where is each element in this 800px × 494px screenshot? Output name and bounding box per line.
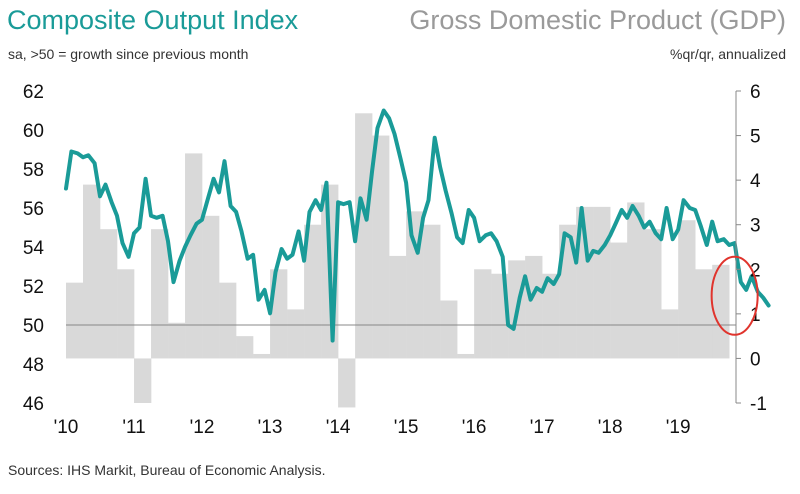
- right-tick-label: 5: [750, 127, 761, 148]
- x-tick-label: '19: [666, 417, 691, 438]
- right-tick-label: 3: [750, 216, 761, 237]
- gdp-bar-2010Q4: [117, 269, 135, 359]
- gdp-bar-2012Q2: [219, 282, 237, 359]
- x-tick-label: '17: [530, 417, 555, 438]
- gdp-bar-2010Q2: [83, 184, 101, 359]
- gdp-bar-2015Q3: [440, 300, 458, 359]
- gdp-bar-2014Q2: [355, 113, 373, 359]
- gdp-bar-2011Q1: [134, 358, 152, 403]
- gdp-bar-2015Q4: [457, 353, 475, 359]
- left-tick-label: 54: [23, 238, 45, 259]
- right-tick-label: 4: [750, 171, 761, 192]
- right-axis-subtitle: %qr/qr, annualized: [670, 46, 786, 62]
- gdp-bar-2012Q1: [202, 215, 220, 359]
- gdp-bar-2017Q3: [576, 206, 594, 359]
- right-tick-label: 6: [750, 82, 761, 103]
- x-tick-label: '10: [54, 417, 79, 438]
- x-tick-label: '11: [122, 417, 145, 438]
- gdp-bar-2017Q4: [593, 206, 611, 359]
- gdp-bar-2011Q3: [168, 322, 186, 359]
- gdp-bar-2018Q1: [610, 242, 628, 359]
- left-tick-label: 50: [23, 316, 44, 337]
- gdp-bar-2019Q1: [678, 220, 696, 359]
- x-tick-label: '18: [598, 417, 623, 438]
- left-tick-label: 46: [23, 394, 44, 415]
- gdp-bar-2012Q3: [236, 336, 254, 359]
- gdp-bar-2010Q3: [100, 229, 118, 359]
- composite-index-line: [64, 108, 771, 343]
- x-tick-label: '13: [258, 417, 283, 438]
- gdp-bar-2017Q1: [542, 273, 560, 359]
- x-axis: '10 '11 '12 '13 '14 '15 '16 '17 '18 '19: [54, 417, 691, 438]
- gdp-bar-2018Q4: [661, 309, 679, 359]
- gdp-bar-2014Q3: [372, 135, 390, 359]
- left-axis: 46 48 50 52 54 56 58 60 62: [23, 82, 45, 415]
- gdp-bar-2014Q4: [389, 255, 407, 359]
- source-note: Sources: IHS Markit, Bureau of Economic …: [8, 462, 326, 478]
- x-tick-label: '16: [462, 417, 487, 438]
- x-tick-label: '14: [326, 417, 351, 438]
- gdp-bar-2010Q1: [66, 282, 84, 359]
- gdp-bar-2012Q4: [253, 353, 271, 359]
- gdp-bars: [66, 113, 730, 408]
- left-axis-subtitle: sa, >50 = growth since previous month: [8, 46, 249, 62]
- gdp-bar-2016Q1: [474, 269, 492, 359]
- gdp-bar-2014Q1: [338, 358, 356, 408]
- gdp-bar-2015Q2: [423, 224, 441, 359]
- left-tick-label: 60: [23, 121, 44, 142]
- gdp-bar-2019Q3: [712, 264, 730, 359]
- x-tick-label: '12: [190, 417, 215, 438]
- right-chart-title: Gross Domestic Product (GDP): [409, 5, 786, 35]
- gdp-bar-2018Q3: [644, 229, 662, 359]
- gdp-bar-2018Q2: [627, 202, 645, 359]
- gdp-bar-2019Q2: [695, 269, 713, 359]
- highlight-circle: [710, 255, 759, 336]
- right-tick-label: 0: [750, 349, 761, 370]
- left-tick-label: 58: [23, 160, 44, 181]
- composite-index-series: [64, 108, 771, 343]
- gdp-bar-2013Q2: [287, 309, 305, 359]
- right-tick-label: -1: [750, 394, 767, 415]
- left-chart-title: Composite Output Index: [7, 5, 299, 35]
- gdp-bar-2016Q4: [525, 255, 543, 359]
- gdp-bar-2011Q4: [185, 153, 203, 359]
- left-tick-label: 62: [23, 82, 44, 103]
- x-tick-label: '15: [394, 417, 419, 438]
- gdp-bar-2011Q2: [151, 229, 169, 359]
- right-tick-label: 2: [750, 260, 761, 281]
- left-tick-label: 48: [23, 355, 44, 376]
- left-tick-label: 52: [23, 277, 44, 298]
- left-tick-label: 56: [23, 199, 44, 220]
